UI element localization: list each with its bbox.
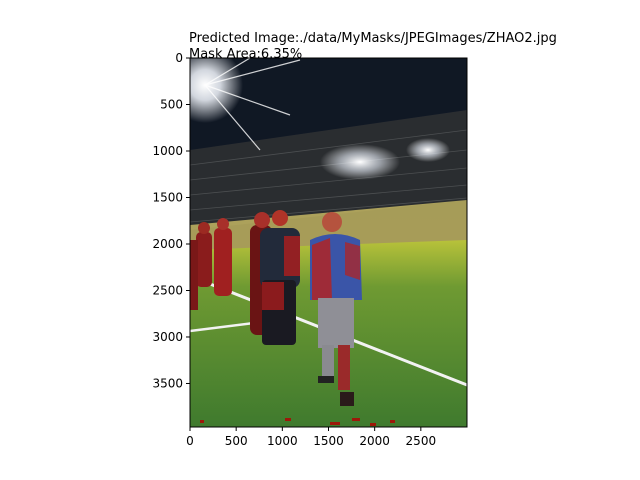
x-tick-label: 2500 xyxy=(406,434,437,448)
x-tick-label: 500 xyxy=(225,434,248,448)
person-group-middle xyxy=(250,210,300,345)
y-tick-label: 0 xyxy=(175,51,183,65)
x-tick-label: 2000 xyxy=(359,434,390,448)
person-foreground xyxy=(310,212,362,406)
mask-speckles xyxy=(200,418,395,426)
x-tick-label: 1500 xyxy=(313,434,344,448)
y-tick-label: 1500 xyxy=(152,190,183,204)
y-tick-label: 2500 xyxy=(152,283,183,297)
y-tick-label: 1000 xyxy=(152,144,183,158)
y-tick-label: 3500 xyxy=(152,376,183,390)
y-tick-label: 2000 xyxy=(152,237,183,251)
y-tick-label: 500 xyxy=(160,97,183,111)
title-line-1: Predicted Image:./data/MyMasks/JPEGImage… xyxy=(189,31,557,46)
y-axis: 0 500 1000 1500 2000 2500 3000 3500 xyxy=(152,51,190,390)
person-group-left xyxy=(190,218,232,310)
x-axis: 0 500 1000 1500 2000 2500 xyxy=(186,427,436,448)
x-tick-label: 0 xyxy=(186,434,194,448)
y-tick-label: 3000 xyxy=(152,330,183,344)
x-tick-label: 1000 xyxy=(267,434,298,448)
predicted-image xyxy=(190,58,467,427)
